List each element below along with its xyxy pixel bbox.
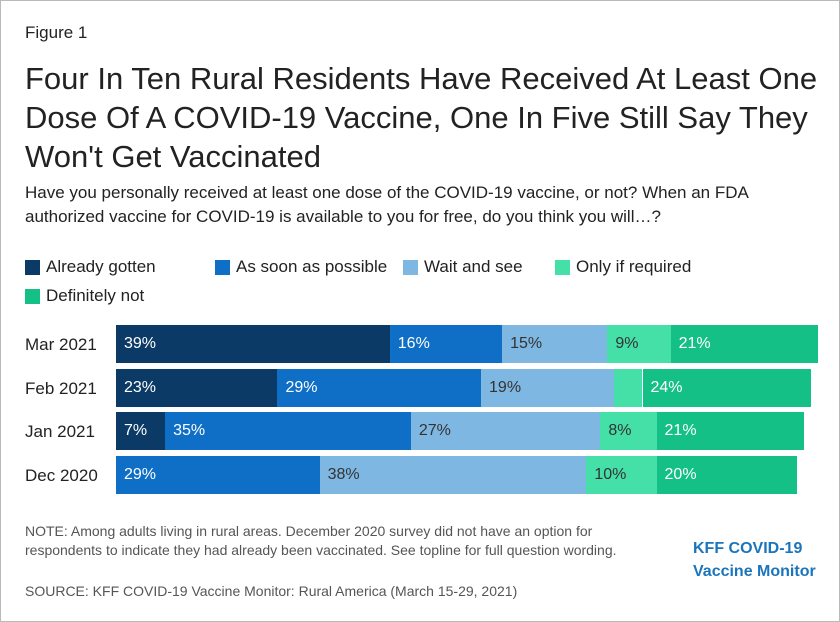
bar-segment-definitely-not [642,368,811,407]
legend-swatch [25,259,40,275]
data-label: 24% [650,378,683,396]
bar-segment-already-gotten [116,325,390,363]
data-label: 16% [397,335,430,352]
bar-segment-only-if-required [586,455,657,494]
logo-line-1: KFF COVID-19 [693,540,803,557]
data-label: 7% [124,422,148,439]
chart-subtitle: Have you personally received at least on… [25,183,748,226]
legend-item-only-if-required: Only if required [555,257,691,277]
category-label: Dec 2020 [25,465,98,485]
legend-item-definitely-not: Definitely not [25,286,144,306]
data-label: 29% [285,378,318,396]
bar-segment-as-soon-as-possible [116,455,320,494]
kff-logo: KFF COVID-19 Vaccine Monitor [693,537,823,583]
chart-title: Four In Ten Rural Residents Have Receive… [25,61,818,174]
data-label: 21% [678,335,711,352]
bar-segment-only-if-required [614,368,643,407]
bar-segment-already-gotten [116,368,278,407]
bar-segment-wait-and-see [319,455,587,494]
bar-segment-only-if-required [600,412,657,450]
legend-swatch [403,259,418,275]
legend-label: Wait and see [424,257,523,276]
bar-segment-as-soon-as-possible [277,368,482,407]
data-label: 9% [615,335,639,352]
data-label: 35% [173,422,206,439]
bar-segment-as-soon-as-possible [389,325,503,363]
legend-label: Definitely not [46,286,145,305]
legend-swatch [25,288,40,304]
data-label: 27% [418,422,451,439]
legend-item-wait-and-see: Wait and see [403,257,523,277]
source-text: SOURCE: KFF COVID-19 Vaccine Monitor: Ru… [25,583,518,599]
data-label: 19% [489,378,522,396]
logo-line-2: Vaccine Monitor [693,563,816,580]
category-label: Mar 2021 [25,335,97,354]
bar-segment-wait-and-see [410,412,601,450]
legend-item-already-gotten: Already gotten [25,257,156,277]
note-text: NOTE: Among adults living in rural areas… [25,523,617,558]
data-label: 38% [327,465,360,483]
bar-segment-only-if-required [607,325,671,363]
legend-swatch [215,259,230,275]
legend-swatch [555,259,570,275]
bar-segment-wait-and-see [502,325,608,363]
data-label: 29% [124,465,157,483]
category-label: Jan 2021 [25,422,95,441]
category-label: Feb 2021 [25,378,97,398]
legend-label: Only if required [576,257,692,276]
bar-segment-definitely-not [656,412,804,450]
legend-label: As soon as possible [236,257,388,276]
bar-segment-definitely-not [656,455,797,494]
data-label: 10% [594,465,627,483]
data-label: 39% [124,335,157,352]
data-label: 21% [664,422,697,439]
bar-segment-definitely-not [670,325,818,363]
legend-label: Already gotten [46,257,156,276]
data-label: 23% [124,378,157,396]
data-label: 20% [664,465,697,483]
bar-segment-as-soon-as-possible [165,412,411,450]
data-label: 15% [510,335,543,352]
figure-label: Figure 1 [25,23,88,42]
bar-segment-wait-and-see [481,368,615,407]
data-label: 8% [608,422,632,439]
bar-segment-already-gotten [116,412,166,450]
legend-item-as-soon-as-possible: As soon as possible [215,257,387,277]
